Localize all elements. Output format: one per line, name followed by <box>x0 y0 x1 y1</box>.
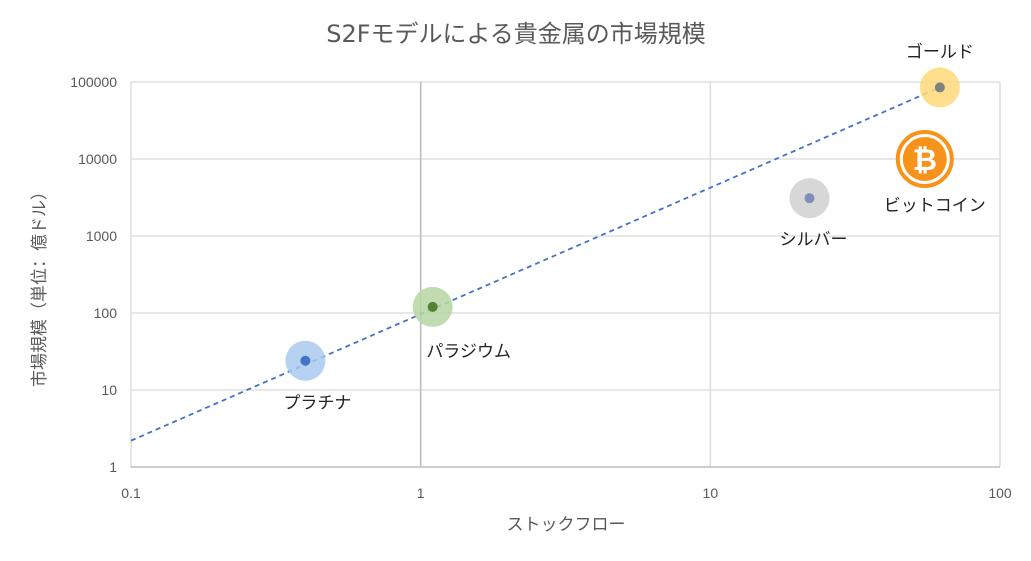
trendline-group <box>130 86 941 442</box>
y-axis-title: 市場規模（単位：億ドル） <box>30 183 50 387</box>
data-point: シルバー <box>780 178 848 250</box>
y-tick-label: 10 <box>101 382 117 398</box>
x-tick-label: 10 <box>703 485 719 501</box>
y-tick-label: 100 <box>94 305 118 321</box>
x-tick-label: 100 <box>988 485 1012 501</box>
point-label: ゴールド <box>906 41 974 62</box>
point-label: プラチナ <box>283 394 351 414</box>
point-marker <box>427 301 438 312</box>
grid <box>130 81 1001 468</box>
point-marker <box>804 193 815 204</box>
point-marker <box>300 355 311 366</box>
y-tick-label: 100000 <box>70 74 117 90</box>
y-tick-label: 1000 <box>86 228 117 244</box>
y-tick-label: 1 <box>109 459 117 475</box>
point-marker <box>934 82 945 93</box>
point-label: パラジウム <box>426 342 511 362</box>
data-point: パラジウム <box>412 286 511 362</box>
bitcoin-icon <box>902 137 947 181</box>
trendline <box>130 86 941 442</box>
data-point: ₿ ビットコイン <box>884 130 986 216</box>
x-tick-label: 1 <box>417 485 425 501</box>
data-point: ゴールド <box>906 41 974 108</box>
chart-title: S2Fモデルによる貴金属の市場規模 <box>326 20 706 48</box>
points-group: プラチナ パラジウム シルバー ゴールド ₿ ビットコイン <box>283 41 985 413</box>
data-point: プラチナ <box>283 340 351 414</box>
x-axis-title: ストックフロー <box>507 515 626 535</box>
bitcoin-symbol: ₿ <box>913 143 937 178</box>
x-tick-label: 0.1 <box>121 485 141 501</box>
point-label: シルバー <box>780 230 848 250</box>
point-label: ビットコイン <box>884 196 986 216</box>
y-tick-label: 10000 <box>78 151 117 167</box>
